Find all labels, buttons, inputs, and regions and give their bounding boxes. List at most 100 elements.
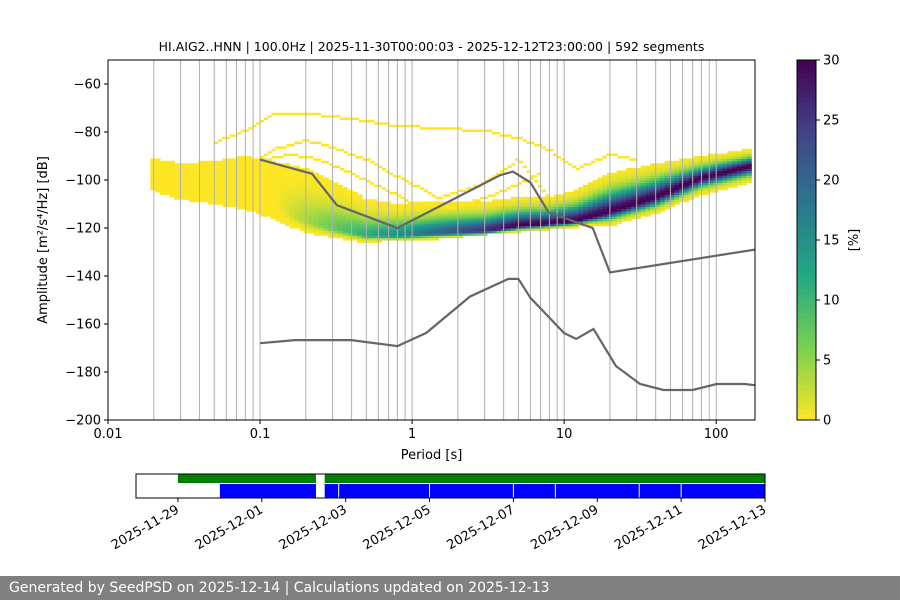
heatmap-cell	[164, 184, 171, 188]
heatmap-cell	[357, 196, 363, 200]
heatmap-cell	[688, 187, 695, 191]
heatmap-cell	[236, 201, 243, 205]
heatmap-cell	[693, 184, 699, 188]
heatmap-cell	[433, 211, 440, 215]
heatmap-cell	[212, 180, 219, 183]
heatmap-cell	[395, 235, 401, 239]
heatmap-cell	[438, 208, 445, 212]
heatmap-cell	[236, 170, 243, 174]
heatmap-cell	[222, 180, 228, 183]
heatmap-cell	[275, 165, 281, 169]
heatmap-cell	[640, 196, 647, 200]
heatmap-cell	[683, 187, 690, 191]
sparse-bin	[355, 117, 360, 120]
heatmap-cell	[309, 204, 315, 207]
heatmap-cell	[659, 208, 666, 212]
sparse-bin	[442, 127, 447, 130]
heatmap-cell	[184, 170, 190, 174]
sparse-bin	[275, 112, 280, 116]
heatmap-cell	[472, 220, 478, 224]
heatmap-cell	[458, 218, 464, 222]
heatmap-cell	[438, 223, 445, 227]
sparse-bin	[282, 112, 287, 116]
sparse-bin	[606, 153, 611, 156]
heatmap-cell	[443, 211, 449, 215]
heatmap-cell	[563, 223, 570, 227]
heatmap-cell	[352, 208, 358, 212]
heatmap-cell	[179, 192, 185, 195]
sparse-bin	[298, 112, 303, 116]
heatmap-cell	[366, 220, 373, 224]
sparse-bin	[389, 192, 394, 195]
sparse-bin	[313, 141, 318, 144]
heatmap-cell	[477, 220, 483, 224]
heatmap-cell	[683, 196, 690, 200]
heatmap-cell	[347, 223, 353, 227]
heatmap-cell	[289, 182, 296, 186]
heatmap-cell	[227, 189, 233, 193]
heatmap-cell	[270, 172, 276, 176]
heatmap-cell	[256, 199, 262, 203]
sparse-bin	[480, 196, 485, 200]
heatmap-cell	[361, 204, 368, 207]
heatmap-cell	[655, 170, 661, 174]
heatmap-cell	[712, 172, 719, 176]
sparse-bin	[537, 144, 542, 147]
heatmap-cell	[275, 189, 281, 193]
heatmap-cell	[746, 175, 752, 179]
heatmap-cell	[280, 172, 286, 176]
heatmap-cell	[337, 213, 344, 217]
heatmap-cell	[150, 165, 156, 169]
heatmap-cell	[679, 165, 685, 169]
heatmap-cell	[645, 204, 651, 207]
heatmap-cell	[664, 180, 671, 183]
sparse-bin	[423, 127, 428, 130]
heatmap-cell	[578, 206, 584, 210]
date-tick-label: 2025-11-29	[109, 502, 182, 553]
heatmap-cell	[568, 211, 574, 215]
sparse-bin	[290, 153, 295, 156]
sparse-bin	[415, 124, 421, 128]
heatmap-cell	[544, 213, 550, 217]
heatmap-cell	[534, 225, 541, 229]
sparse-bin	[370, 120, 375, 123]
heatmap-cell	[342, 218, 349, 222]
heatmap-cell	[366, 237, 373, 241]
heatmap-cell	[236, 184, 243, 188]
heatmap-cell	[573, 206, 579, 210]
heatmap-cell	[664, 170, 671, 174]
heatmap-cell	[683, 172, 690, 176]
heatmap-cell	[150, 175, 156, 179]
heatmap-cell	[299, 199, 305, 203]
heatmap-cell	[251, 172, 257, 176]
heatmap-cell	[409, 220, 416, 224]
heatmap-cell	[506, 208, 512, 212]
date-tick-label: 2025-12-09	[528, 502, 601, 553]
heatmap-cell	[260, 165, 267, 169]
heatmap-cell	[390, 237, 397, 241]
heatmap-cell	[645, 165, 651, 169]
heatmap-cell	[352, 206, 358, 210]
heatmap-cell	[587, 211, 594, 215]
heatmap-cell	[337, 196, 344, 200]
heatmap-cell	[727, 156, 733, 159]
heatmap-cell	[246, 156, 252, 159]
heatmap-cell	[246, 201, 252, 205]
heatmap-cell	[333, 208, 339, 212]
heatmap-cell	[323, 184, 329, 188]
heatmap-cell	[294, 218, 300, 222]
heatmap-cell	[318, 194, 325, 198]
heatmap-cell	[236, 177, 243, 181]
heatmap-cell	[616, 196, 623, 200]
heatmap-cell	[534, 216, 541, 219]
heatmap-cell	[703, 187, 709, 191]
heatmap-cell	[342, 216, 349, 219]
heatmap-cell	[578, 208, 584, 212]
heatmap-cell	[328, 223, 334, 227]
heatmap-cell	[318, 208, 325, 212]
heatmap-cell	[174, 163, 180, 167]
heatmap-cell	[722, 168, 728, 171]
colorbar-segment	[797, 360, 816, 367]
heatmap-cell	[251, 187, 257, 191]
sparse-bin	[495, 132, 501, 135]
